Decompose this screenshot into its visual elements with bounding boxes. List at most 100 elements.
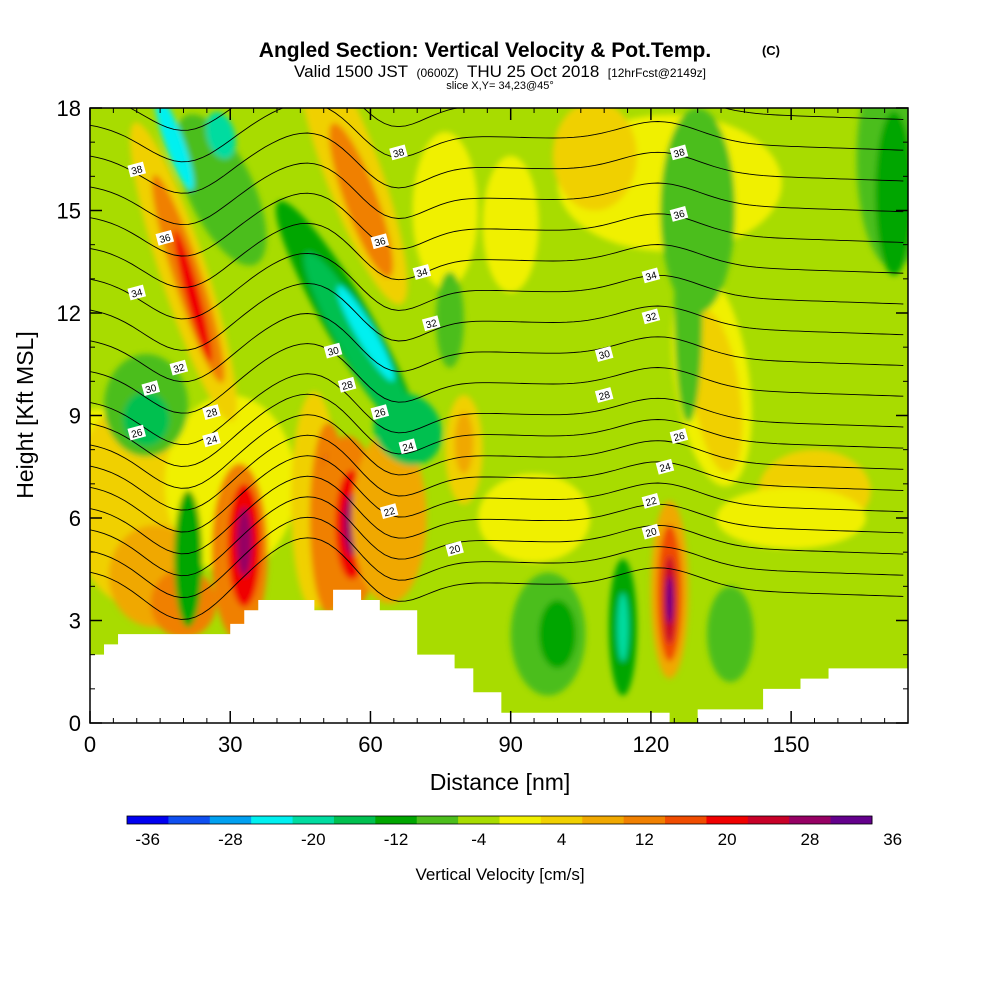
y-tick-label: 15 [57,199,81,224]
isentrope-line [90,373,904,446]
contour-label: 28 [337,376,357,393]
velocity-cell [351,432,427,604]
contour-label-text: 28 [205,407,219,421]
contour-label: 22 [641,493,661,510]
isentrope-line [90,132,904,194]
contour-label: 38 [127,161,147,178]
contour-label: 36 [370,233,390,250]
contour-label-text: 38 [130,164,144,178]
contour-label: 22 [379,503,399,519]
contour-label: 30 [323,342,343,359]
colorbar-swatch [292,816,335,824]
colorbar-swatch [127,816,169,824]
contour-label: 26 [669,428,689,444]
velocity-cell [482,155,539,293]
contour-label-text: 28 [598,390,612,404]
chart-subtitle: Valid 1500 JST (0600Z) THU 25 Oct 2018 [… [294,62,706,81]
isentrope-line [90,252,904,320]
colorbar-swatch [375,816,418,824]
velocity-cell [875,111,908,276]
contour-label-box [202,431,221,448]
contour-label: 28 [202,404,221,421]
subtitle-forecast: [12hrFcst@2149z] [608,66,706,80]
colorbar-swatch [540,816,583,824]
contour-label: 36 [155,229,175,246]
contour-label-box [641,308,661,325]
contour-label: 34 [412,264,432,281]
contour-label-text: 36 [373,236,387,250]
contour-label-text: 38 [673,147,687,161]
contour-label: 38 [669,144,689,161]
isentrope-line [90,162,904,226]
potential-temperature-contours [90,108,904,620]
contour-label-text: 26 [130,427,144,441]
colorbar-frame [126,815,873,825]
x-tick-label: 0 [84,732,96,757]
contour-label-text: 20 [645,526,659,540]
isentrope-line [90,192,904,257]
vertical-velocity-field [90,108,908,696]
contour-label-box [127,424,147,441]
velocity-cell [454,412,474,474]
contour-label-text: 36 [158,232,172,246]
contour-label-box [398,438,418,455]
velocity-cell [174,490,203,628]
y-tick-label: 0 [69,711,81,736]
colorbar-swatch [251,816,294,824]
x-tick-label: 60 [358,732,382,757]
velocity-cell [205,111,236,159]
contour-label: 32 [421,315,441,332]
velocity-cell [122,391,170,447]
subtitle-date: THU 25 Oct 2018 [467,62,599,81]
x-axis-label: Distance [nm] [430,769,571,795]
contour-label: 34 [127,284,147,301]
velocity-cell [552,108,637,211]
colorbar-swatch [789,816,832,824]
contour-label-text: 36 [673,209,687,223]
velocity-cell [666,576,673,624]
colorbar-swatch [333,816,376,824]
contour-label-text: 28 [341,379,355,393]
contour-label-text: 24 [659,461,673,475]
contour-label-text: 34 [415,267,429,281]
isentrope-line [90,282,904,351]
plot-area: 38 36 34 32 30 28 26 24 38 36 34 32 30 28 26 24 22 20 38 36… [90,108,908,723]
contour-label-box [127,284,147,301]
contour-label-text: 26 [373,407,387,421]
x-axis: 0 30 60 90 120 150 [84,108,886,757]
contour-label-box [669,428,689,444]
isentrope-line [90,496,904,577]
contour-label-box [155,229,175,246]
isentrope-line [90,313,904,383]
colorbar-swatch [209,816,252,824]
colorbar-tick-label: 28 [800,830,819,849]
contour-label-text: 34 [645,270,659,284]
contour-label: 32 [641,308,661,325]
contour-label-box [655,458,675,475]
subtitle-valid: Valid 1500 JST [294,62,408,81]
contour-label-box [421,315,441,332]
isentrope-line [90,343,904,414]
velocity-cell [538,600,577,669]
velocity-cell [154,108,194,191]
y-tick-label: 9 [69,404,81,429]
y-axis-label: Height [Kft MSL] [12,331,38,498]
contour-label-box [202,404,221,420]
contour-label: 20 [641,523,661,540]
contour-label-box [594,387,614,403]
isentrope-line [129,108,904,131]
velocity-cell [477,473,591,563]
colorbar-swatch [747,816,790,824]
colorbar-swatch [499,816,542,824]
isentrope-line [90,516,904,598]
x-tick-label: 150 [773,732,810,757]
y-tick-label: 3 [69,609,81,634]
contour-label-text: 24 [401,441,415,455]
contour-label-text: 22 [645,496,659,510]
contour-label: 36 [669,206,689,223]
contour-label-text: 20 [448,543,462,557]
chart-title: Angled Section: Vertical Velocity & Pot.… [259,39,711,62]
velocity-cell [304,252,419,443]
colorbar-tick-label: -28 [218,830,243,849]
